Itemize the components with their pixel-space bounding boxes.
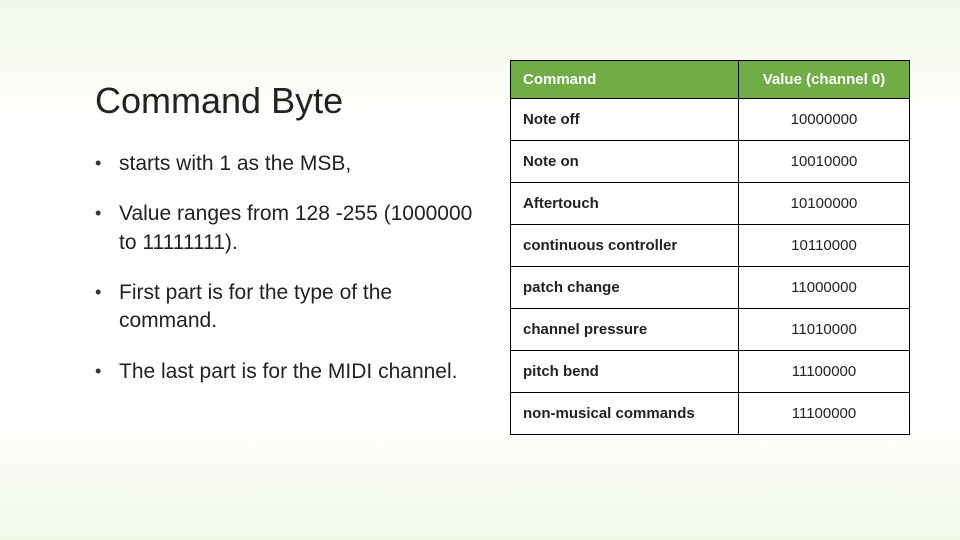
bullet-text: The last part is for the MIDI channel. — [119, 358, 475, 386]
cell-command: pitch bend — [511, 351, 739, 393]
table-row: channel pressure 11010000 — [511, 309, 910, 351]
cell-command: continuous controller — [511, 225, 739, 267]
col-header-command: Command — [511, 61, 739, 99]
table-row: Note off 10000000 — [511, 99, 910, 141]
cell-value: 11100000 — [738, 393, 909, 435]
cell-command: non-musical commands — [511, 393, 739, 435]
cell-value: 10010000 — [738, 141, 909, 183]
table-row: patch change 11000000 — [511, 267, 910, 309]
bullet-icon: • — [95, 358, 119, 384]
cell-command: Note off — [511, 99, 739, 141]
slide: Command Byte • starts with 1 as the MSB,… — [0, 0, 960, 540]
bullet-text: starts with 1 as the MSB, — [119, 150, 475, 178]
command-table: Command Value (channel 0) Note off 10000… — [510, 60, 910, 435]
list-item: • starts with 1 as the MSB, — [95, 150, 475, 178]
bullet-text: Value ranges from 128 -255 (1000000 to 1… — [119, 200, 475, 257]
cell-value: 11100000 — [738, 351, 909, 393]
cell-value: 10000000 — [738, 99, 909, 141]
cell-value: 10110000 — [738, 225, 909, 267]
cell-command: channel pressure — [511, 309, 739, 351]
table-row: Aftertouch 10100000 — [511, 183, 910, 225]
cell-value: 11000000 — [738, 267, 909, 309]
list-item: • Value ranges from 128 -255 (1000000 to… — [95, 200, 475, 257]
bullet-icon: • — [95, 200, 119, 226]
slide-title: Command Byte — [95, 80, 475, 122]
cell-command: Aftertouch — [511, 183, 739, 225]
col-header-value: Value (channel 0) — [738, 61, 909, 99]
content-area: Command Byte • starts with 1 as the MSB,… — [0, 0, 960, 465]
bullet-text: First part is for the type of the comman… — [119, 279, 475, 336]
table-row: Note on 10010000 — [511, 141, 910, 183]
left-column: Command Byte • starts with 1 as the MSB,… — [95, 60, 480, 435]
table-row: continuous controller 10110000 — [511, 225, 910, 267]
list-item: • First part is for the type of the comm… — [95, 279, 475, 336]
bullet-list: • starts with 1 as the MSB, • Value rang… — [95, 150, 475, 386]
right-column: Command Value (channel 0) Note off 10000… — [510, 60, 910, 435]
cell-command: patch change — [511, 267, 739, 309]
table-header-row: Command Value (channel 0) — [511, 61, 910, 99]
table-row: non-musical commands 11100000 — [511, 393, 910, 435]
cell-command: Note on — [511, 141, 739, 183]
list-item: • The last part is for the MIDI channel. — [95, 358, 475, 386]
cell-value: 11010000 — [738, 309, 909, 351]
bullet-icon: • — [95, 150, 119, 176]
cell-value: 10100000 — [738, 183, 909, 225]
bullet-icon: • — [95, 279, 119, 305]
table-row: pitch bend 11100000 — [511, 351, 910, 393]
